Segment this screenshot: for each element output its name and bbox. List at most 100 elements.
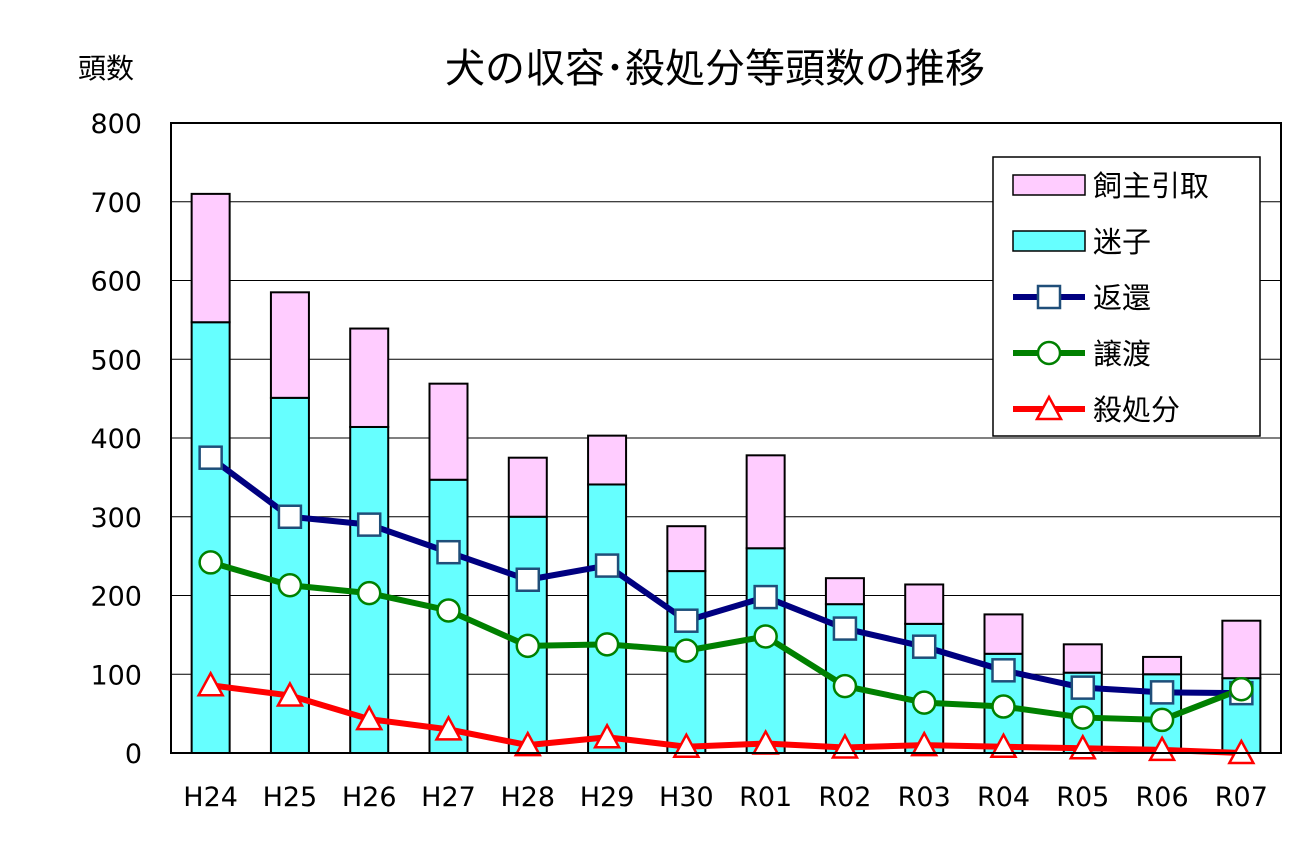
marker-satsushobun — [672, 732, 701, 758]
legend-label-maigo: 迷子 — [1093, 225, 1151, 259]
legend-label-satsushobun: 殺処分 — [1093, 393, 1180, 427]
x-tick-label: R01 — [739, 782, 792, 813]
y-tick-label: 700 — [90, 188, 142, 219]
marker-henkan — [277, 504, 303, 529]
chart-title: 犬の収容･殺処分等頭数の推移 — [445, 46, 985, 92]
bar-kainushi-hikitori — [983, 613, 1024, 655]
y-tick-label: 200 — [90, 582, 142, 613]
bar-kainushi-hikitori — [507, 456, 548, 518]
x-tick-label: R03 — [898, 782, 951, 813]
marker-henkan — [911, 634, 937, 659]
x-tick-label: H28 — [500, 782, 555, 813]
bar-maigo — [587, 483, 628, 754]
y-axis-ticks: 0 100 200 300 400 500 600 700 800 — [90, 109, 142, 770]
marker-joto — [1149, 707, 1175, 733]
marker-satsushobun — [196, 670, 225, 697]
lines — [208, 455, 1243, 756]
marker-satsushobun — [989, 732, 1018, 758]
marker-satsushobun — [592, 722, 622, 749]
x-tick-label: H27 — [421, 782, 476, 813]
marker-satsushobun — [434, 714, 463, 741]
marker-henkan — [753, 584, 778, 610]
marker-joto — [436, 598, 461, 623]
marker-satsushobun — [910, 730, 939, 757]
y-tick-label: 300 — [90, 503, 142, 534]
x-tick-label: H30 — [659, 782, 714, 813]
line-joto — [209, 559, 1243, 723]
y-axis-label: 頭数 — [78, 52, 134, 85]
marker-henkan — [1070, 675, 1096, 700]
bar-kainushi-hikitori — [587, 434, 628, 486]
y-tick-label: 100 — [90, 660, 142, 691]
x-tick-label: R02 — [818, 782, 871, 813]
marker-joto — [832, 673, 858, 699]
legend-label-kainushi-hikitori: 飼主引取 — [1093, 169, 1209, 203]
marker-joto — [753, 624, 778, 649]
marker-henkan — [436, 539, 461, 565]
marker-satsushobun — [513, 730, 542, 757]
y-tick-label: 500 — [90, 345, 142, 376]
bar-kainushi-hikitori — [666, 525, 707, 573]
marker-henkan — [356, 512, 382, 537]
legend-marker-joto — [1036, 340, 1062, 366]
x-tick-label: R06 — [1136, 782, 1189, 813]
bar-kainushi-hikitori — [1142, 655, 1183, 676]
x-tick-label: H25 — [263, 782, 318, 813]
x-tick-label: R07 — [1215, 782, 1268, 813]
marker-joto — [198, 550, 223, 575]
markers — [196, 445, 1256, 765]
line-henkan — [208, 455, 1242, 697]
x-tick-label: H29 — [580, 782, 635, 813]
legend-marker-henkan — [1036, 284, 1062, 310]
marker-henkan — [832, 616, 858, 641]
legend-marker-satsushobun — [1034, 394, 1064, 421]
marker-joto — [1070, 705, 1096, 730]
marker-joto — [911, 690, 937, 715]
x-axis-ticks: H24 H25 H26 H27 H28 H29 H30 R01 R02 R03 R04 R05 R06 R… — [183, 782, 1268, 813]
bar-maigo — [745, 547, 786, 754]
bar-kainushi-hikitori — [349, 327, 390, 428]
bar-kainushi-hikitori — [1221, 619, 1262, 680]
x-tick-label: H24 — [183, 782, 238, 813]
marker-henkan — [594, 553, 620, 578]
marker-satsushobun — [830, 732, 860, 759]
line-satsushobun — [210, 682, 1242, 756]
plot-frame — [170, 122, 1282, 754]
bar-kainushi-hikitori — [824, 577, 865, 606]
marker-joto — [991, 694, 1016, 719]
bar-kainushi-hikitori — [428, 382, 469, 481]
legend-label-henkan: 返還 — [1093, 281, 1151, 315]
marker-henkan — [674, 608, 699, 633]
bar-kainushi-hikitori — [1062, 643, 1103, 674]
bar-kainushi-hikitori — [745, 454, 786, 550]
legend-label-joto: 譲渡 — [1093, 337, 1151, 371]
marker-henkan — [515, 567, 541, 592]
x-tick-label: H26 — [342, 782, 397, 813]
y-tick-label: 800 — [90, 109, 142, 140]
x-tick-label: R05 — [1056, 782, 1109, 813]
marker-satsushobun — [1147, 735, 1177, 762]
x-tick-label: R04 — [977, 782, 1030, 813]
marker-joto — [515, 633, 541, 659]
marker-henkan — [1149, 680, 1175, 705]
marker-joto — [1229, 676, 1254, 702]
marker-satsushobun — [355, 704, 384, 731]
legend-swatch-maigo — [1012, 230, 1086, 252]
y-tick-label: 600 — [90, 267, 142, 298]
marker-joto — [277, 573, 303, 598]
marker-joto — [674, 638, 699, 663]
legend-swatch-kainushi-hikitori — [1012, 174, 1086, 196]
marker-joto — [594, 632, 620, 657]
y-tick-label: 0 — [125, 739, 142, 770]
marker-henkan — [198, 445, 223, 470]
marker-satsushobun — [275, 680, 305, 707]
marker-henkan — [991, 658, 1016, 683]
bar-kainushi-hikitori — [269, 291, 310, 399]
bar-kainushi-hikitori — [904, 583, 945, 625]
bar-kainushi-hikitori — [190, 192, 231, 324]
marker-joto — [356, 580, 382, 606]
y-tick-label: 400 — [90, 424, 142, 455]
